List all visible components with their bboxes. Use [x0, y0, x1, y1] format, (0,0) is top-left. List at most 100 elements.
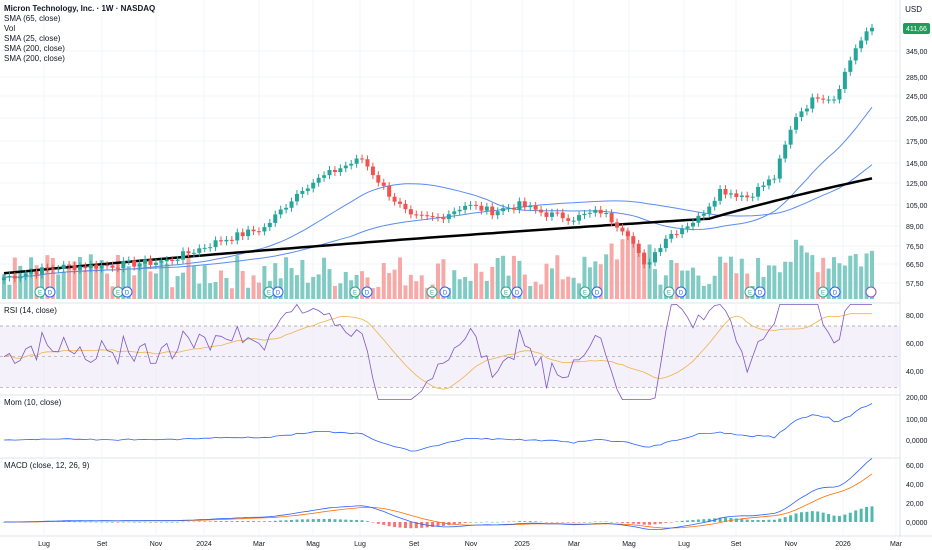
candle-body: [511, 208, 516, 210]
event-marker-label: D: [758, 291, 763, 297]
macd-histogram-bar: [73, 521, 77, 523]
volume-bar: [631, 242, 636, 299]
volume-bar: [853, 254, 858, 299]
macd-histogram-bar: [762, 519, 765, 522]
volume-bar: [555, 255, 560, 299]
candle-body: [615, 222, 620, 228]
candle-body: [392, 196, 397, 202]
volume-bar: [457, 279, 462, 299]
candles: [2, 23, 874, 285]
macd-histogram-bar: [653, 522, 657, 525]
flash-marker: [865, 286, 877, 298]
candle-body: [56, 268, 61, 270]
candle-body: [208, 247, 213, 249]
volume-bar: [403, 285, 408, 299]
candle-body: [67, 264, 72, 266]
volume-bar: [772, 265, 777, 299]
volume-bar: [799, 245, 804, 299]
volume-bar: [110, 286, 115, 299]
event-marker-label: E: [583, 291, 587, 297]
candle-body: [349, 163, 354, 166]
candle-body: [105, 265, 110, 267]
volume-bar: [186, 254, 191, 299]
event-marker-earnings: [426, 286, 438, 298]
candle-body: [804, 108, 809, 112]
last-price-badge: [903, 23, 930, 34]
time-tick-label: Nov: [465, 541, 478, 548]
macd-histogram-bar: [458, 522, 462, 524]
candle-body: [251, 229, 256, 232]
volume-bar: [832, 257, 837, 299]
candle-body: [213, 240, 218, 248]
rsi-legend: RSI (14, close): [4, 306, 57, 315]
candle-body: [181, 251, 186, 260]
macd-histogram-bar: [615, 522, 619, 523]
candle-body: [750, 196, 755, 198]
volume-bar: [381, 263, 386, 299]
volume-bar: [72, 261, 77, 299]
macd-histogram-bar: [148, 521, 152, 523]
macd-tick-label: 40,00: [906, 482, 924, 489]
volume-bar: [463, 276, 468, 299]
mom-tick-label: 100,00: [906, 417, 928, 424]
volume-bar: [126, 266, 131, 299]
macd-histogram-bar: [192, 521, 196, 523]
volume-bar: [18, 265, 23, 299]
candle-body: [387, 185, 392, 197]
candle-body: [115, 267, 120, 269]
macd-histogram-bar: [181, 521, 185, 523]
volume-bar: [23, 271, 28, 299]
candle-body: [12, 275, 17, 279]
macd-line: [3, 457, 873, 531]
candle-body: [316, 177, 321, 183]
macd-histogram-bar: [165, 521, 169, 523]
macd-histogram-bar: [669, 522, 673, 523]
candle-body: [718, 188, 723, 201]
macd-histogram-bar: [599, 521, 603, 523]
volume-bar: [300, 259, 305, 299]
macd-histogram-bar: [355, 519, 359, 522]
legend-sma-200b: SMA (200, close): [4, 54, 65, 63]
volume-bar: [273, 263, 278, 299]
volume-bar: [859, 266, 864, 299]
candle-body: [620, 227, 625, 232]
volume-bar: [452, 270, 457, 299]
volume-bar: [56, 274, 61, 299]
macd-histogram-bar: [295, 519, 299, 522]
candle-body: [219, 240, 223, 242]
event-marker-label: E: [667, 291, 671, 297]
macd-histogram-bar: [441, 522, 445, 526]
volume-bar: [690, 267, 695, 299]
candle-body: [2, 277, 6, 281]
candle-body: [262, 227, 267, 232]
candle-body: [137, 263, 142, 267]
macd-histogram-bar: [197, 521, 201, 522]
macd-histogram-bar: [203, 521, 207, 522]
macd-histogram-bar: [816, 511, 820, 522]
time-tick-label: Nov: [785, 541, 798, 548]
volume-bar: [284, 257, 289, 299]
candle-body: [739, 195, 744, 198]
macd-histogram-bar: [837, 515, 841, 522]
volume-bar: [609, 243, 614, 299]
macd-legend: MACD (close, 12, 26, 9): [4, 461, 90, 470]
candle-body: [7, 275, 12, 278]
volume-bar: [539, 284, 544, 299]
volume-bar: [604, 254, 609, 299]
macd-histogram-bar: [539, 521, 543, 523]
candle-body: [414, 214, 419, 216]
main-legend: Micron Technology, Inc. · 1W · NASDAQ SM…: [4, 4, 155, 64]
macd-histogram-bar: [724, 517, 728, 522]
macd-histogram-bar: [751, 520, 755, 522]
macd-histogram-bar: [604, 521, 608, 523]
candle-body: [224, 239, 229, 242]
macd-histogram-bar: [300, 519, 304, 522]
mom-tick-label: 0,0000: [906, 438, 928, 445]
candle-body: [587, 212, 592, 214]
candle-body: [408, 209, 413, 215]
volume-bar: [115, 254, 120, 299]
macd-histogram-bar: [848, 512, 852, 522]
macd-histogram-bar: [252, 521, 256, 522]
macd-histogram-bar: [783, 517, 787, 522]
